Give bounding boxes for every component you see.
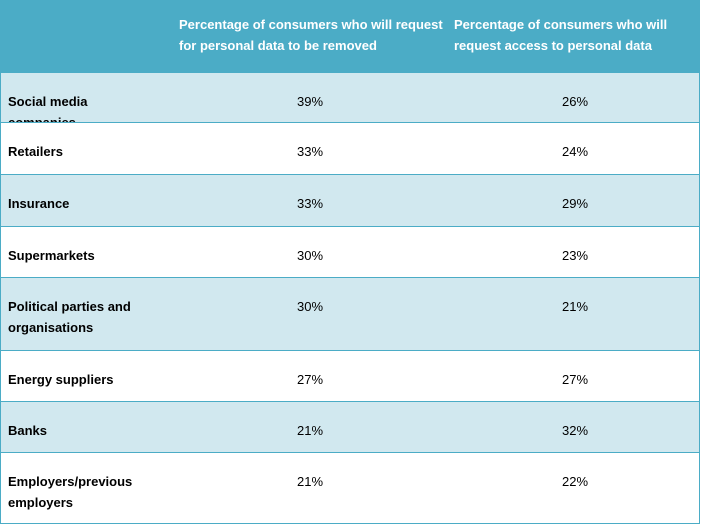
table-row: Insurance 33% 29% xyxy=(0,174,700,227)
table-row: Employers/previous employers 21% 22% xyxy=(0,452,700,524)
access-percentage: 21% xyxy=(562,299,589,314)
removed-percentage: 30% xyxy=(297,299,324,314)
table-row: Energy suppliers 27% 27% xyxy=(0,350,700,402)
row-category: Political parties and organisations xyxy=(8,299,131,335)
row-category: Banks xyxy=(8,423,48,438)
row-category: Supermarkets xyxy=(8,248,95,263)
access-percentage: 23% xyxy=(562,248,589,263)
removed-percentage: 21% xyxy=(297,474,324,489)
removed-percentage: 27% xyxy=(297,372,324,387)
column-header-access: Percentage of consumers who will request… xyxy=(454,17,668,53)
row-category: Insurance xyxy=(8,196,70,211)
row-category: Employers/previous employers xyxy=(8,474,133,510)
table-row: Political parties and organisations 30% 21… xyxy=(0,277,700,351)
access-percentage: 24% xyxy=(562,144,589,159)
access-percentage: 32% xyxy=(562,423,589,438)
row-category: Energy suppliers xyxy=(8,372,114,387)
table-row: Social media companies39%26% xyxy=(0,72,700,130)
column-header-removed: Percentage of consumers who will request… xyxy=(179,17,443,53)
table-row: Banks 21% 32% xyxy=(0,401,700,453)
row-category: Retailers xyxy=(8,144,63,159)
access-percentage: 29% xyxy=(562,196,589,211)
table-row: Retailers 33% 24% xyxy=(0,122,700,175)
removed-percentage: 33% xyxy=(297,144,324,159)
access-percentage: 26% xyxy=(562,94,589,109)
table-row: Supermarkets 30% 23% xyxy=(0,226,700,278)
access-percentage: 27% xyxy=(562,372,589,387)
removed-percentage: 21% xyxy=(297,423,324,438)
access-percentage: 22% xyxy=(562,474,589,489)
removed-percentage: 39% xyxy=(297,94,324,109)
table-header: Percentage of consumers who will request… xyxy=(0,0,700,72)
removed-percentage: 30% xyxy=(297,248,324,263)
removed-percentage: 33% xyxy=(297,196,324,211)
